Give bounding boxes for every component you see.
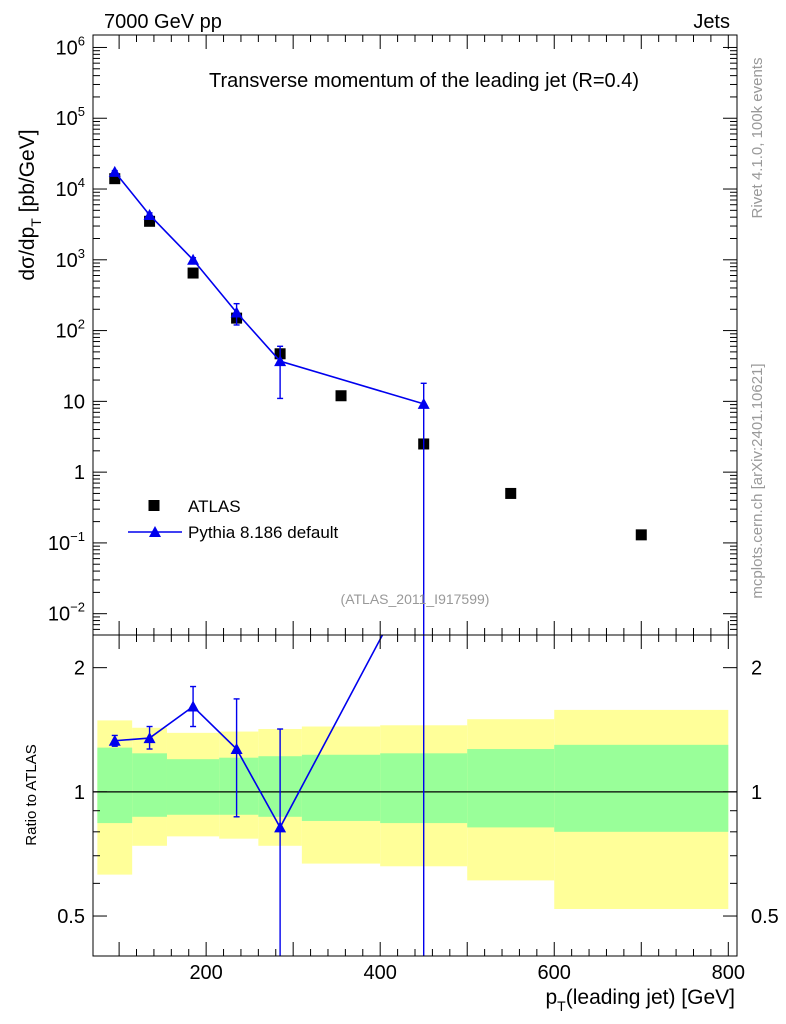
main-frame: [92, 34, 738, 636]
uncertainty-band-inner: [467, 749, 555, 828]
ratio-y-tick-label-right: 1: [751, 782, 762, 804]
atlas-data-point: [635, 529, 647, 541]
y-tick-label: 106: [56, 33, 85, 59]
ratio-data-point: [143, 732, 156, 744]
mcplots-reference: mcplots.cern.ch [arXiv:2401.10621]: [749, 363, 766, 598]
pythia-data-point: [274, 355, 287, 367]
ratio-data-point: [108, 734, 121, 746]
pythia-data-point: [187, 253, 200, 265]
y-axis-label-unit: [pb/GeV]: [16, 129, 39, 212]
x-tick-label: 400: [364, 962, 397, 984]
y-tick-label-base: 10: [56, 108, 78, 130]
y-tick-label-exponent: −1: [70, 529, 85, 544]
uncertainty-band-inner: [554, 744, 729, 832]
y-tick-label: 104: [56, 175, 85, 201]
atlas-data-point: [505, 487, 517, 499]
chart-title: Transverse momentum of the leading jet (…: [209, 70, 639, 92]
y-axis-label-sub: T: [28, 218, 44, 227]
legend-atlas-label: ATLAS: [188, 497, 241, 516]
ratio-panel: 0.5 0.5 1 1 2 2 200 400 600 800: [57, 634, 779, 984]
legend-pythia-label: Pythia 8.186 default: [188, 523, 339, 542]
ratio-axis-label: Ratio to ATLAS: [23, 744, 40, 845]
category-label: Jets: [693, 11, 730, 33]
ratio-y-tick-label: 2: [74, 658, 85, 680]
pythia-data-point: [230, 306, 243, 318]
y-tick-label-base: 10: [48, 604, 70, 626]
atlas-data-point: [144, 215, 156, 227]
x-tick-label: 800: [712, 962, 745, 984]
pythia-data-point: [417, 397, 430, 409]
x-axis-label-rest: (leading jet) [GeV]: [566, 986, 735, 1009]
y-tick-label-exponent: 5: [78, 104, 85, 119]
y-tick-label-exponent: 3: [78, 246, 85, 261]
atlas-data-point: [335, 390, 347, 402]
y-tick-label: 103: [56, 246, 85, 272]
y-tick-label: 1: [74, 462, 85, 484]
uncertainty-band-inner: [219, 757, 259, 815]
y-tick-label-exponent: 2: [78, 317, 85, 332]
x-axis-label: pT(leading jet) [GeV]: [545, 986, 735, 1014]
y-tick-label-base: 10: [56, 37, 78, 59]
y-tick-label: 105: [56, 104, 85, 130]
y-tick-label-exponent: 6: [78, 33, 85, 48]
x-axis-label-sub: T: [557, 998, 566, 1014]
x-axis-label-main: p: [545, 986, 557, 1009]
analysis-id: (ATLAS_2011_I917599): [341, 591, 490, 607]
y-tick-label-base: 10: [56, 321, 78, 343]
y-tick-label-exponent: 4: [78, 175, 85, 190]
x-tick-label: 600: [538, 962, 571, 984]
energy-label: 7000 GeV pp: [104, 11, 222, 33]
pythia-data-point: [143, 208, 156, 220]
ratio-y-tick-label: 0.5: [57, 906, 85, 928]
y-tick-label-base: 10: [56, 179, 78, 201]
y-tick-label-base: 10: [63, 391, 85, 413]
y-tick-label-base: 1: [74, 462, 85, 484]
pythia-line: [114, 171, 424, 405]
ratio-data-point: [230, 743, 243, 755]
pythia-data-point: [108, 165, 121, 177]
y-tick-label-base: 10: [56, 250, 78, 272]
ratio-data-point: [274, 821, 287, 833]
uncertainty-band-inner: [132, 753, 167, 817]
ratio-y-tick-label: 1: [74, 782, 85, 804]
ratio-y-tick-label-right: 0.5: [751, 906, 779, 928]
ratio-data-point: [187, 700, 200, 712]
y-tick-label: 10−2: [48, 600, 85, 626]
legend-pythia-marker: [149, 526, 161, 537]
uncertainty-band-inner: [166, 759, 220, 815]
legend: ATLAS Pythia 8.186 default: [128, 497, 339, 542]
y-tick-label: 102: [56, 317, 85, 343]
uncertainty-band-inner: [301, 754, 381, 821]
y-axis-label: dσ/dpT [pb/GeV]: [16, 129, 44, 280]
y-tick-label: 10−1: [48, 529, 85, 555]
y-tick-label-exponent: −2: [70, 600, 85, 615]
y-tick-label: 10: [63, 391, 85, 413]
ratio-y-tick-label-right: 2: [751, 658, 762, 680]
rivet-version: Rivet 4.1.0, 100k events: [749, 58, 766, 219]
ratio-line: [114, 635, 384, 830]
atlas-data-point: [109, 173, 121, 185]
uncertainty-band-inner: [97, 747, 133, 824]
y-axis-label-main: dσ/dp: [16, 227, 39, 281]
legend-atlas-marker: [148, 500, 160, 511]
atlas-data-point: [187, 267, 199, 279]
y-tick-label-base: 10: [48, 533, 70, 555]
x-tick-label: 200: [189, 962, 222, 984]
